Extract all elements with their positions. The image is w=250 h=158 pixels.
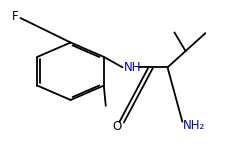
Text: NH₂: NH₂ — [183, 119, 205, 132]
Text: NH: NH — [124, 61, 141, 74]
Text: F: F — [12, 10, 18, 23]
Text: O: O — [112, 120, 122, 133]
